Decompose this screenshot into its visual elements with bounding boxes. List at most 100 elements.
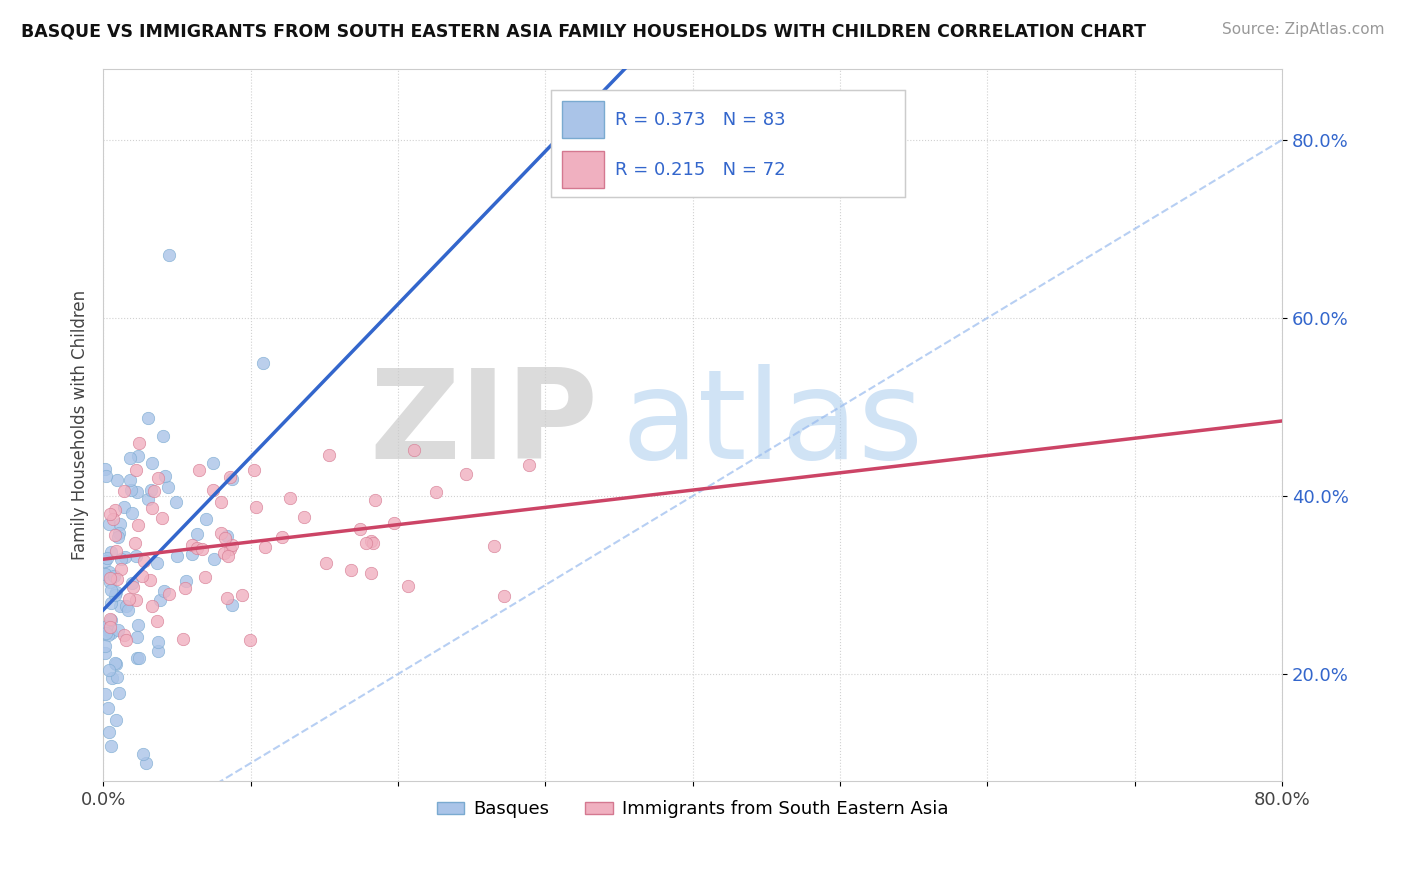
Point [98,565,121,579]
Point [195,512,218,526]
Point [104,656,127,670]
Point [141,483,163,498]
Point [209,525,232,540]
Point [114,599,136,613]
Point [141,501,163,516]
Point [94,468,117,483]
Point [361,536,384,550]
Point [125,630,148,644]
Point [125,484,148,499]
Point [135,756,157,771]
Point [186,527,208,541]
Point [214,546,236,560]
Point [202,552,225,566]
Point [150,511,173,525]
Point [104,657,127,671]
Point [191,542,214,557]
Point [214,532,236,546]
Point [125,593,148,607]
Point [174,574,197,589]
Point [94,566,117,581]
Point [104,585,127,599]
Point [141,599,163,614]
Point [239,632,262,647]
Point [117,603,139,617]
Point [118,591,141,606]
Point [180,547,202,561]
Point [96,619,118,633]
Point [96,550,118,565]
Point [132,747,155,761]
Point [97,725,120,739]
Point [187,462,209,476]
Point [128,651,150,665]
Point [315,556,337,570]
Point [517,458,540,472]
Point [270,530,292,544]
Point [186,541,208,555]
Point [402,442,425,457]
Point [107,623,129,637]
Point [146,634,169,648]
Point [318,448,340,462]
Point [100,507,122,521]
Point [215,591,238,605]
Point [104,543,127,558]
Point [245,500,267,515]
Point [98,575,121,590]
Point [278,491,301,505]
Point [104,588,127,602]
Point [221,598,243,612]
Point [125,463,148,477]
Point [152,429,174,443]
Point [138,573,160,587]
Point [201,457,224,471]
Point [382,516,405,531]
Point [364,493,387,508]
Point [494,590,516,604]
Point [138,492,160,507]
Point [108,686,131,700]
Point [157,480,180,494]
Text: ZIP: ZIP [370,364,599,485]
Point [131,569,153,583]
Point [101,672,124,686]
Point [221,472,243,486]
Point [146,614,169,628]
Point [166,549,188,563]
Point [217,529,239,543]
Point [360,533,382,548]
Point [454,467,477,482]
Point [121,506,143,520]
Point [100,571,122,585]
Point [112,483,135,498]
Point [94,687,117,701]
Point [360,566,382,580]
Point [94,622,117,636]
Point [120,483,142,498]
Text: Source: ZipAtlas.com: Source: ZipAtlas.com [1222,22,1385,37]
Point [93,554,115,568]
Point [174,581,197,595]
Point [217,549,239,563]
Point [98,516,121,531]
Point [124,536,146,550]
Y-axis label: Family Households with Children: Family Households with Children [72,290,89,560]
Point [115,633,138,648]
Point [165,495,187,509]
Point [396,579,419,593]
Point [141,456,163,470]
Legend: Basques, Immigrants from South Eastern Asia: Basques, Immigrants from South Eastern A… [430,793,955,825]
Point [142,484,165,499]
Point [134,554,156,568]
Point [94,626,117,640]
Point [107,530,129,544]
Point [97,701,120,715]
Point [103,568,125,582]
Point [127,449,149,463]
Point [138,411,160,425]
Point [146,556,169,570]
Point [221,538,243,552]
Text: atlas: atlas [621,364,924,485]
Point [112,500,135,515]
